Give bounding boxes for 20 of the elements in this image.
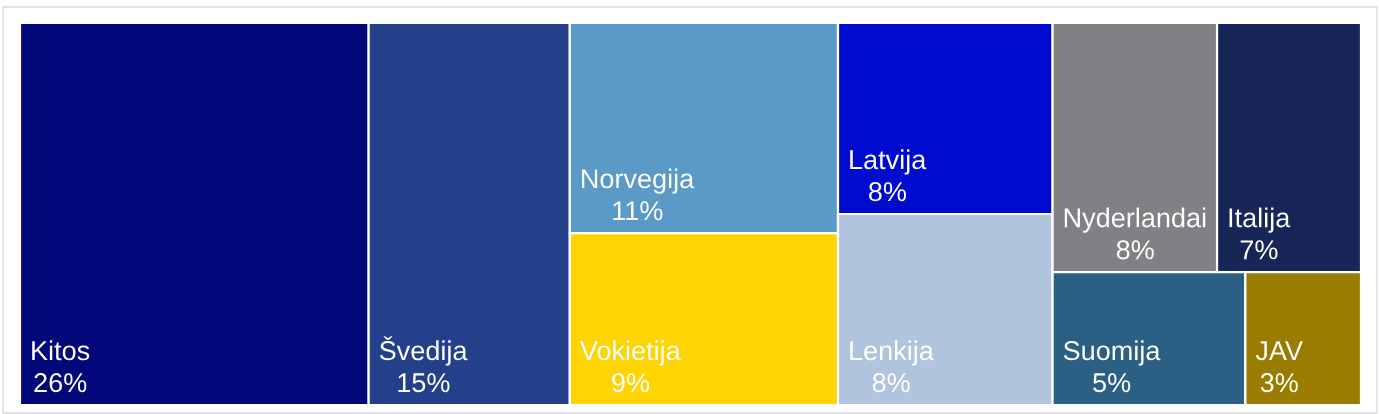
category-label: JAV xyxy=(1255,341,1303,361)
data-label: 8% xyxy=(868,182,906,202)
data-label: 26% xyxy=(34,373,87,393)
category-label: Suomija xyxy=(1063,340,1161,366)
category-label: Švedija xyxy=(379,336,468,366)
category-label: Vokietija xyxy=(579,340,681,366)
category-label: Nyderlandai xyxy=(1064,207,1206,233)
data-label: 8% xyxy=(1116,240,1154,260)
data-label: 3% xyxy=(1260,373,1298,393)
category-label: Norvegija xyxy=(582,168,695,194)
data-label: 9% xyxy=(612,373,650,393)
category-label: Lenkija xyxy=(850,340,934,366)
category-label: Latvija xyxy=(850,149,927,175)
data-label: 7% xyxy=(1240,240,1278,260)
category-label: Kitos xyxy=(32,340,90,361)
data-label: 5% xyxy=(1093,373,1131,393)
data-label: 11% xyxy=(613,201,663,221)
data-label: 15% xyxy=(398,373,450,393)
category-label: Italija xyxy=(1229,207,1291,233)
data-label: 8% xyxy=(872,373,910,393)
